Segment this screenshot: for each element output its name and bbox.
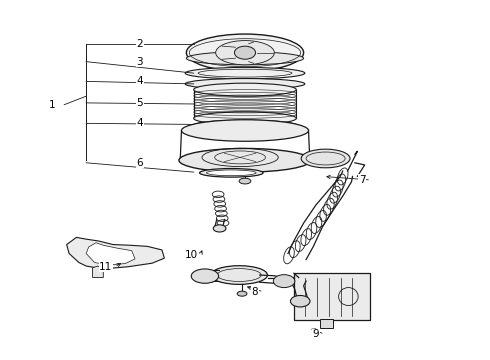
Text: 8: 8	[251, 287, 258, 297]
Text: 3: 3	[137, 57, 143, 67]
Text: 4: 4	[137, 118, 143, 128]
Ellipse shape	[207, 170, 256, 176]
Ellipse shape	[193, 120, 297, 131]
Ellipse shape	[237, 291, 247, 296]
Ellipse shape	[185, 67, 305, 79]
Text: 1: 1	[49, 100, 55, 110]
Text: 5: 5	[137, 98, 143, 108]
Bar	[294, 273, 369, 320]
Polygon shape	[67, 237, 164, 269]
Ellipse shape	[186, 52, 304, 65]
Ellipse shape	[179, 148, 311, 172]
Text: 4: 4	[137, 76, 143, 86]
Text: 2: 2	[137, 39, 143, 49]
Ellipse shape	[273, 275, 295, 288]
Ellipse shape	[216, 41, 274, 65]
Ellipse shape	[194, 83, 296, 96]
Text: 10: 10	[185, 250, 198, 260]
Text: 11: 11	[99, 262, 112, 272]
Ellipse shape	[291, 296, 310, 307]
Ellipse shape	[213, 225, 226, 232]
Ellipse shape	[194, 112, 296, 125]
Ellipse shape	[239, 178, 251, 184]
Text: 7: 7	[359, 175, 366, 185]
Ellipse shape	[211, 266, 268, 284]
Ellipse shape	[301, 149, 350, 168]
Ellipse shape	[234, 46, 256, 59]
Ellipse shape	[199, 168, 263, 177]
Bar	[320, 319, 333, 328]
Ellipse shape	[185, 78, 305, 89]
Ellipse shape	[186, 34, 304, 71]
Polygon shape	[86, 243, 135, 265]
Polygon shape	[93, 266, 103, 278]
Text: 9: 9	[313, 329, 319, 339]
Text: 6: 6	[137, 158, 143, 168]
Ellipse shape	[181, 120, 309, 141]
Ellipse shape	[191, 269, 219, 283]
